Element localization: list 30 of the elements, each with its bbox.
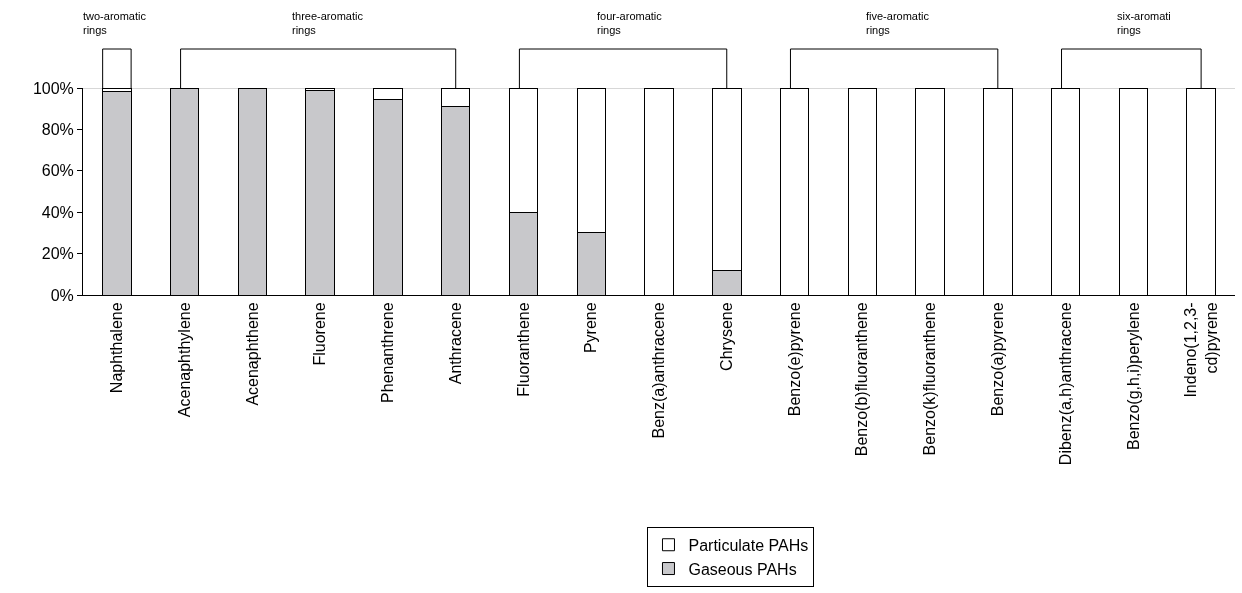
x-tick-label: Fluoranthene: [514, 302, 532, 397]
text: three-aromatic rings: [292, 10, 364, 37]
x-tick-label: Benzo(b)fluoranthene: [853, 302, 871, 457]
text: five-aromatic rings: [866, 10, 930, 37]
x-tick-label: Acenaphthene: [243, 302, 261, 406]
legend-label: Gaseous PAHs: [688, 560, 797, 578]
y-tick-label: 60%: [41, 162, 74, 180]
x-tick-label: Chrysene: [717, 302, 735, 371]
x-tick-label: Anthracene: [446, 302, 464, 385]
y-tick-label: 80%: [41, 121, 74, 138]
text: six-aromati rings: [1117, 10, 1171, 37]
y-tick-label: 100%: [32, 79, 74, 97]
text: four-aromatic rings: [597, 10, 663, 37]
x-tick-label: Benzo(k)fluoranthene: [921, 302, 939, 456]
x-tick-label: Benzo(a)pyrene: [989, 302, 1007, 417]
y-tick-label: 40%: [41, 203, 74, 221]
text: two-aromatic rings: [83, 10, 147, 37]
x-tick-label: Benzo(g,h,i)perylene: [1124, 302, 1142, 451]
y-tick-label: 0%: [50, 286, 74, 304]
x-tick-label: Naphthalene: [108, 302, 126, 394]
x-tick-label: Acenaphthylene: [175, 302, 193, 418]
x-tick-label: Pyrene: [582, 302, 600, 354]
x-tick-label: Indeno(1,2,3- cd)pyrene: [1181, 302, 1220, 398]
x-tick-label: Benz(a)anthracene: [650, 302, 668, 439]
legend-label: Particulate PAHs: [688, 536, 809, 554]
x-tick-label: Benzo(e)pyrene: [785, 302, 803, 417]
x-tick-label: Phenanthrene: [379, 302, 397, 403]
x-tick-label: Dibenz(a,h)anthracene: [1056, 302, 1074, 466]
y-tick-label: 20%: [41, 245, 74, 263]
x-tick-label: Fluorene: [311, 302, 329, 366]
